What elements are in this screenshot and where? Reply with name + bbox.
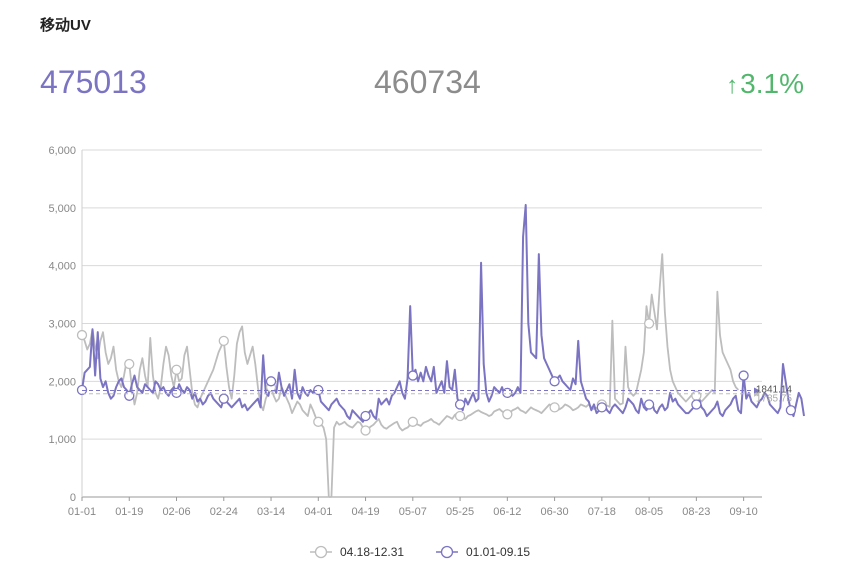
- x-tick-label: 05-25: [446, 506, 474, 518]
- current-period-total: 475013: [40, 64, 147, 100]
- series-line-1: [81, 203, 805, 423]
- y-tick-label: 1,000: [48, 434, 76, 446]
- x-tick-label: 06-30: [541, 506, 569, 518]
- data-point-0[interactable]: [313, 416, 324, 427]
- legend-item-0[interactable]: 04.18-12.31: [310, 545, 404, 559]
- x-tick-label: 08-05: [635, 506, 663, 518]
- legend: 04.18-12.31 01.01-09.15: [310, 545, 530, 559]
- y-tick-label: 4,000: [48, 261, 76, 273]
- data-point-1[interactable]: [549, 376, 560, 387]
- data-point-1[interactable]: [360, 410, 371, 422]
- y-axis: 0 1,000 2,000 3,000 4,000 5,000 6,000: [48, 145, 76, 504]
- change-percentage: ↑3.1%: [726, 68, 804, 100]
- data-point-1[interactable]: [171, 387, 182, 399]
- change-value: 3.1%: [740, 68, 804, 99]
- data-point-1[interactable]: [76, 384, 88, 396]
- x-tick-label: 02-24: [210, 506, 238, 518]
- legend-item-1[interactable]: 01.01-09.15: [436, 545, 530, 559]
- grid-lines: [82, 149, 762, 498]
- y-tick-label: 2,000: [48, 376, 76, 388]
- data-point-0[interactable]: [218, 335, 229, 347]
- data-point-0[interactable]: [454, 410, 466, 422]
- data-point-1[interactable]: [738, 370, 749, 381]
- data-point-1[interactable]: [596, 402, 607, 413]
- x-tick-label: 08-23: [682, 506, 710, 518]
- average-label-0: 1785.75: [756, 394, 793, 405]
- x-axis: 01-01 01-19 02-06 02-24 03-14 04-01 04-19 05-07…: [68, 150, 758, 518]
- data-point-1[interactable]: [124, 390, 135, 401]
- x-tick-label: 04-01: [304, 506, 332, 518]
- legend-marker-icon: [440, 545, 454, 559]
- up-arrow-icon: ↑: [726, 72, 739, 99]
- data-point-1[interactable]: [785, 405, 797, 416]
- legend-label: 04.18-12.31: [340, 545, 404, 559]
- x-tick-label: 07-18: [588, 506, 616, 518]
- x-tick-label: 02-06: [162, 506, 190, 518]
- y-tick-label: 3,000: [48, 319, 76, 331]
- data-point-0[interactable]: [407, 416, 418, 427]
- chart-title: 移动UV: [40, 17, 91, 34]
- data-point-0[interactable]: [76, 329, 88, 341]
- data-point-0[interactable]: [171, 364, 182, 375]
- data-point-1[interactable]: [218, 393, 229, 404]
- average-arrow-icon: [754, 387, 760, 394]
- x-tick-label: 06-12: [493, 506, 521, 518]
- series-group: [76, 203, 805, 498]
- data-point-0[interactable]: [691, 390, 702, 401]
- data-point-1[interactable]: [454, 399, 466, 410]
- data-point-0[interactable]: [549, 402, 560, 413]
- data-point-1[interactable]: [407, 370, 418, 381]
- data-point-1[interactable]: [313, 384, 324, 396]
- y-tick-label: 5,000: [48, 203, 76, 215]
- previous-period-total: 460734: [374, 64, 481, 100]
- y-tick-label: 6,000: [48, 145, 76, 157]
- legend-marker-icon: [314, 545, 328, 559]
- x-tick-label: 01-01: [68, 506, 96, 518]
- y-tick-label: 0: [70, 492, 76, 504]
- data-point-0[interactable]: [124, 358, 135, 370]
- x-tick-label: 03-14: [257, 506, 285, 518]
- x-tick-label: 09-10: [730, 506, 758, 518]
- data-point-1[interactable]: [502, 387, 513, 399]
- data-point-1[interactable]: [643, 399, 655, 410]
- average-label-1: 1841.14: [756, 385, 793, 396]
- data-point-0[interactable]: [502, 409, 513, 420]
- data-point-0[interactable]: [643, 318, 655, 329]
- data-point-1[interactable]: [691, 399, 702, 410]
- x-tick-label: 04-19: [351, 506, 379, 518]
- legend-label: 01.01-09.15: [466, 545, 530, 559]
- x-tick-label: 01-19: [115, 506, 143, 518]
- x-tick-label: 05-07: [399, 506, 427, 518]
- data-point-1[interactable]: [265, 376, 277, 387]
- data-point-0[interactable]: [360, 425, 371, 436]
